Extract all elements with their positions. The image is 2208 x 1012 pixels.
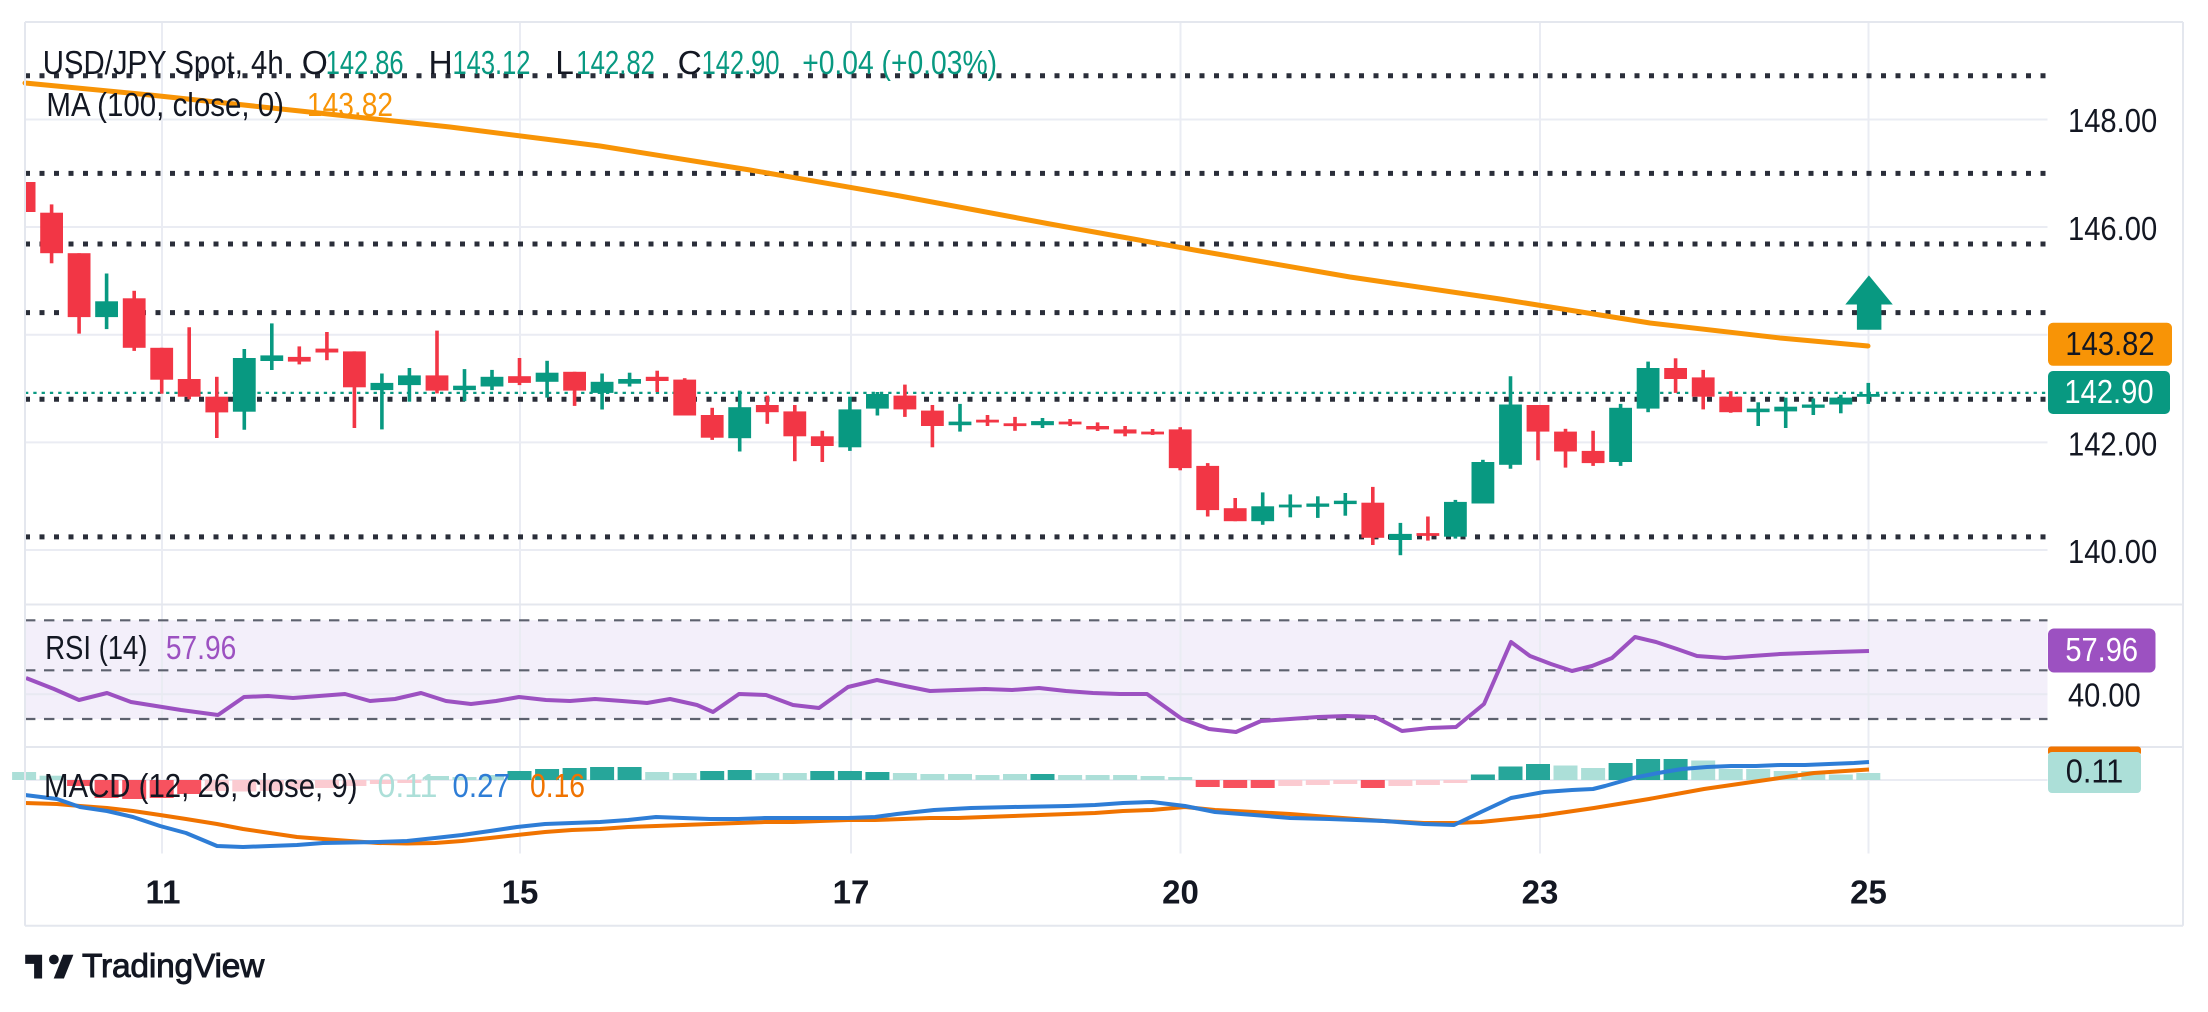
svg-text:23: 23 <box>1522 874 1559 911</box>
svg-text:143.82: 143.82 <box>307 87 393 124</box>
svg-text:142.86: 142.86 <box>326 45 404 82</box>
svg-text:0.11: 0.11 <box>2066 754 2124 791</box>
svg-text:143.82: 143.82 <box>2065 326 2154 363</box>
svg-text:148.00: 148.00 <box>2068 103 2157 140</box>
svg-text:0.11: 0.11 <box>378 768 438 805</box>
svg-text:C: C <box>678 45 702 82</box>
svg-text:0.16: 0.16 <box>530 768 585 805</box>
svg-text:142.00: 142.00 <box>2068 426 2157 463</box>
svg-text:25: 25 <box>1850 874 1887 911</box>
svg-text:O: O <box>302 45 328 82</box>
svg-text:57.96: 57.96 <box>166 630 236 667</box>
svg-text:57.96: 57.96 <box>2065 632 2138 669</box>
svg-text:TradingView: TradingView <box>82 948 265 985</box>
svg-text:142.90: 142.90 <box>2064 374 2153 411</box>
svg-text:MACD (12, 26, close, 9): MACD (12, 26, close, 9) <box>44 768 358 805</box>
svg-text:+0.04 (+0.03%): +0.04 (+0.03%) <box>802 45 997 82</box>
svg-text:15: 15 <box>502 874 539 911</box>
svg-text:MA (100, close, 0): MA (100, close, 0) <box>46 87 284 124</box>
svg-text:40.00: 40.00 <box>2068 677 2141 714</box>
svg-text:USD/JPY Spot, 4h: USD/JPY Spot, 4h <box>43 45 284 82</box>
svg-text:RSI (14): RSI (14) <box>45 630 147 667</box>
svg-text:17: 17 <box>833 874 870 911</box>
svg-text:11: 11 <box>146 874 181 911</box>
svg-text:H: H <box>429 45 453 82</box>
svg-text:142.82: 142.82 <box>576 45 655 82</box>
svg-text:143.12: 143.12 <box>453 45 531 82</box>
svg-text:20: 20 <box>1162 874 1199 911</box>
svg-text:146.00: 146.00 <box>2068 211 2157 248</box>
svg-text:140.00: 140.00 <box>2068 534 2157 571</box>
svg-text:L: L <box>555 45 574 82</box>
svg-text:0.27: 0.27 <box>453 768 511 805</box>
svg-text:142.90: 142.90 <box>702 45 780 82</box>
